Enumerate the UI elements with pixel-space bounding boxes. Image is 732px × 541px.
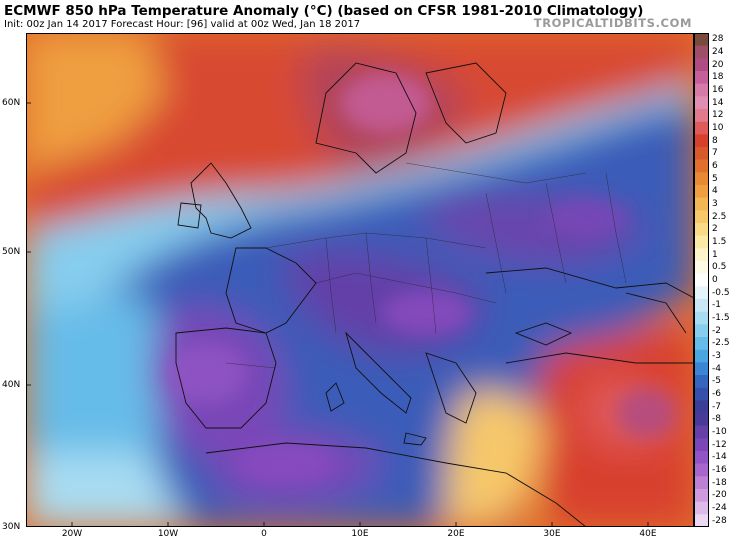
colorbar-label: -8 bbox=[712, 414, 721, 425]
colorbar-label: 8 bbox=[712, 135, 718, 146]
colorbar-swatch bbox=[694, 235, 709, 249]
colorbar-swatch bbox=[694, 337, 709, 350]
colorbar-label: -18 bbox=[712, 477, 727, 488]
colorbar-swatch bbox=[694, 387, 709, 401]
colorbar-swatch bbox=[694, 311, 709, 325]
lon-label-10w: 10W bbox=[157, 529, 179, 539]
lon-label-40e: 40E bbox=[639, 529, 657, 539]
colorbar-swatch bbox=[694, 413, 709, 426]
colorbar-swatch bbox=[694, 299, 709, 312]
lat-label-30n: 30N bbox=[2, 522, 21, 532]
colorbar-label: -2 bbox=[712, 325, 721, 336]
colorbar-swatch bbox=[694, 476, 709, 490]
colorbar-swatch bbox=[694, 451, 709, 464]
colorbar-label: -6 bbox=[712, 389, 721, 399]
colorbar-swatch bbox=[694, 223, 709, 236]
colorbar-swatch bbox=[694, 463, 709, 477]
colorbar-label: 2.5 bbox=[712, 211, 727, 222]
colorbar-label: -2.5 bbox=[712, 338, 730, 349]
colorbar-swatch bbox=[694, 501, 709, 515]
colorbar-label: 6 bbox=[712, 161, 718, 171]
colorbar-label: 20 bbox=[712, 59, 724, 70]
colorbar-label: -10 bbox=[712, 427, 727, 437]
colorbar-swatch bbox=[694, 248, 709, 262]
colorbar-swatch bbox=[694, 96, 709, 110]
colorbar-swatch bbox=[694, 45, 709, 59]
colorbar-label: 4 bbox=[712, 186, 718, 197]
lon-label-20w: 20W bbox=[61, 529, 83, 539]
colorbar-swatch bbox=[694, 121, 709, 135]
page-title: ECMWF 850 hPa Temperature Anomaly (°C) (… bbox=[4, 3, 644, 19]
colorbar-border bbox=[694, 33, 709, 527]
colorbar-swatch bbox=[694, 33, 709, 46]
lon-label-30e: 30E bbox=[543, 529, 561, 539]
lat-label-50n: 50N bbox=[2, 247, 21, 257]
colorbar-label: 12 bbox=[712, 110, 724, 121]
colorbar-label: 16 bbox=[712, 85, 724, 95]
colorbar-label: -1.5 bbox=[712, 313, 730, 323]
colorbar-label: -7 bbox=[712, 401, 721, 412]
colorbar-swatch bbox=[694, 185, 709, 198]
colorbar-label: 5 bbox=[712, 173, 718, 184]
colorbar-label: 24 bbox=[712, 47, 724, 57]
colorbar-label: -0.5 bbox=[712, 287, 730, 298]
colorbar-swatch bbox=[694, 210, 709, 224]
colorbar bbox=[694, 33, 709, 527]
colorbar-swatch bbox=[694, 273, 709, 287]
colorbar-label: 7 bbox=[712, 148, 718, 159]
colorbar-swatch bbox=[694, 109, 709, 122]
colorbar-swatch bbox=[694, 375, 709, 388]
colorbar-swatch bbox=[694, 324, 709, 338]
colorbar-label: -14 bbox=[712, 452, 727, 463]
colorbar-label: 0.5 bbox=[712, 262, 727, 273]
colorbar-label: 10 bbox=[712, 123, 724, 133]
colorbar-label: 14 bbox=[712, 97, 724, 108]
colorbar-label: -3 bbox=[712, 351, 721, 361]
lon-label-0: 0 bbox=[261, 529, 267, 539]
colorbar-swatch bbox=[694, 159, 709, 173]
colorbar-swatch bbox=[694, 514, 709, 527]
colorbar-swatch bbox=[694, 489, 709, 502]
colorbar-label: -1 bbox=[712, 300, 721, 311]
colorbar-label: -28 bbox=[712, 515, 727, 526]
colorbar-swatch bbox=[694, 197, 709, 211]
colorbar-label: -4 bbox=[712, 363, 721, 374]
colorbar-swatch bbox=[694, 134, 709, 148]
colorbar-swatch bbox=[694, 58, 709, 72]
colorbar-label: -5 bbox=[712, 376, 721, 387]
colorbar-label: 1 bbox=[712, 249, 718, 260]
colorbar-label: 1.5 bbox=[712, 237, 727, 247]
colorbar-label: -20 bbox=[712, 490, 727, 501]
lon-label-20e: 20E bbox=[447, 529, 465, 539]
lon-label-10e: 10E bbox=[351, 529, 369, 539]
colorbar-swatch bbox=[694, 362, 709, 376]
colorbar-swatch bbox=[694, 400, 709, 414]
colorbar-label: 28 bbox=[712, 34, 724, 45]
colorbar-swatch bbox=[694, 438, 709, 452]
lat-label-40n: 40N bbox=[2, 380, 21, 390]
colorbar-swatch bbox=[694, 425, 709, 439]
colorbar-label: -16 bbox=[712, 465, 727, 475]
colorbar-label: -24 bbox=[712, 503, 727, 513]
colorbar-label: 2 bbox=[712, 224, 718, 235]
colorbar-label: 18 bbox=[712, 72, 724, 83]
lat-label-60n: 60N bbox=[2, 98, 21, 108]
colorbar-swatch bbox=[694, 147, 709, 160]
colorbar-swatch bbox=[694, 83, 709, 97]
colorbar-swatch bbox=[694, 286, 709, 300]
colorbar-label: 0 bbox=[712, 275, 718, 285]
colorbar-swatch bbox=[694, 349, 709, 363]
colorbar-label: -12 bbox=[712, 439, 727, 450]
run-info: Init: 00z Jan 14 2017 Forecast Hour: [96… bbox=[4, 19, 361, 30]
colorbar-swatch bbox=[694, 261, 709, 274]
colorbar-swatch bbox=[694, 71, 709, 84]
anomaly-map bbox=[26, 33, 694, 527]
colorbar-label: 3 bbox=[712, 199, 718, 209]
brand-watermark: TROPICALTIDBITS.COM bbox=[533, 16, 692, 30]
colorbar-swatch bbox=[694, 172, 709, 186]
